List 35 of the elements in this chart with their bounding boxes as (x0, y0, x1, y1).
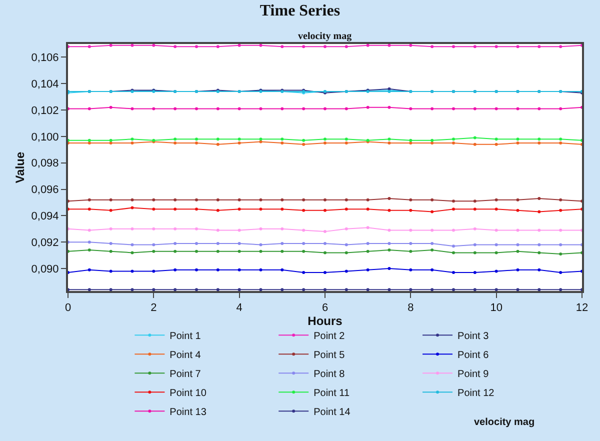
x-tick-label: 8 (408, 302, 414, 314)
x-tick-label: 10 (490, 302, 502, 314)
legend-label: Point 5 (314, 350, 346, 362)
y-tick-label: 0,106 (31, 52, 59, 64)
text: velocity mag (474, 417, 535, 428)
legend-label: Point 3 (458, 331, 490, 342)
y-tick-label: 0,092 (31, 236, 59, 249)
legend-label: Point 7 (170, 369, 202, 380)
legend-label: Point 11 (314, 388, 350, 400)
legend-label: Point 13 (170, 407, 207, 418)
y-tick-label: 0,094 (31, 210, 59, 223)
chart-title: Time Series (260, 2, 340, 20)
y-tick-label: 0,100 (31, 131, 59, 144)
y-tick-label: 0,090 (31, 263, 59, 276)
x-axis-title: Hours (308, 314, 343, 328)
legend-label: Point 2 (314, 331, 346, 342)
y-tick-label: 0,096 (31, 184, 59, 196)
x-tick-label: 0 (64, 302, 72, 314)
y-tick-label: 0,102 (31, 104, 59, 117)
y-tick-label: 0,098 (31, 158, 59, 170)
legend-label: Point 1 (170, 331, 202, 342)
x-tick-label: 2 (150, 302, 157, 314)
x-tick-label: 12 (576, 302, 588, 314)
y-axis-title: Value (13, 152, 28, 184)
legend-label: Point 6 (458, 350, 490, 362)
y-tick-label: 0,104 (31, 78, 59, 90)
x-tick-label: 6 (322, 302, 328, 314)
legend-label: Point 10 (170, 388, 207, 400)
legend-label: Point 4 (170, 350, 202, 362)
x-tick-label: 4 (236, 302, 242, 314)
legend-label: Point 9 (458, 369, 490, 380)
legend-label: Point 12 (458, 388, 495, 400)
chart-subtitle: velocity mag (298, 31, 352, 42)
legend-label: Point 8 (314, 369, 346, 380)
legend-label: Point 14 (314, 407, 351, 418)
